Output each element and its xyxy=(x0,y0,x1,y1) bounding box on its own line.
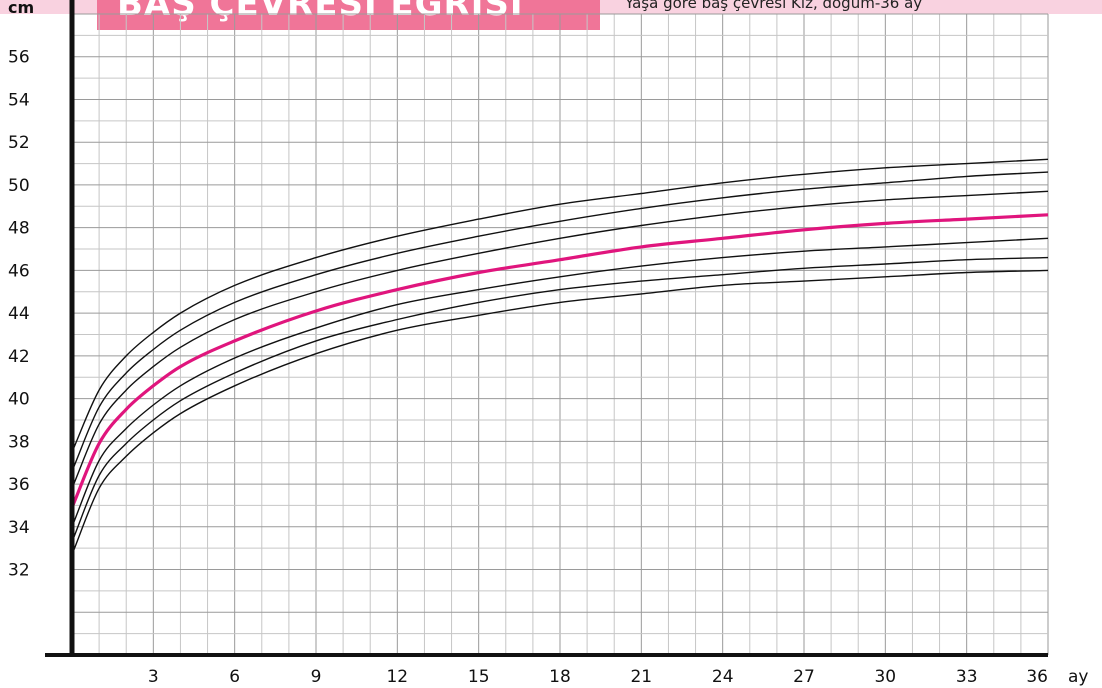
y-axis-label: cm xyxy=(8,0,35,17)
x-tick-label: 27 xyxy=(793,667,815,687)
y-tick-label: 48 xyxy=(8,219,30,239)
x-tick-label: 12 xyxy=(386,667,408,687)
series-line-4 xyxy=(70,213,1049,509)
series-line-6 xyxy=(71,171,1049,472)
x-tick-label: 18 xyxy=(549,667,571,687)
y-tick-label: 44 xyxy=(8,304,30,324)
x-tick-label: 15 xyxy=(468,667,490,687)
y-tick-label: 36 xyxy=(8,475,30,495)
y-tick-label: 54 xyxy=(8,91,30,111)
y-tick-label: 42 xyxy=(8,347,30,367)
chart-subtitle: Yaşa göre baş çevresi Kız, doğum-36 ay xyxy=(625,0,923,12)
x-tick-label: 30 xyxy=(874,667,896,687)
series-line-2 xyxy=(71,256,1049,543)
y-tick-label: 38 xyxy=(8,432,30,452)
x-tick-label: 21 xyxy=(630,667,652,687)
series-line-7 xyxy=(71,158,1049,453)
y-tick-label: 50 xyxy=(8,176,30,196)
x-axis-label: ay xyxy=(1068,667,1088,687)
x-tick-label: 24 xyxy=(712,667,734,687)
y-tick-label: 34 xyxy=(8,518,30,538)
y-tick-label: 46 xyxy=(8,261,30,281)
y-tick-label: 32 xyxy=(8,561,30,581)
axes xyxy=(45,0,1048,657)
x-tick-label: 9 xyxy=(311,667,322,687)
grid xyxy=(72,13,1049,655)
y-tick-label: 40 xyxy=(8,390,30,410)
x-tick-label: 33 xyxy=(956,667,978,687)
x-tick-label: 36 xyxy=(1026,667,1048,687)
x-tick-label: 3 xyxy=(148,667,159,687)
series-line-5 xyxy=(71,190,1049,489)
series-line-1 xyxy=(71,269,1049,555)
y-tick-label: 52 xyxy=(8,133,30,153)
series-group xyxy=(70,158,1049,555)
x-tick-labels: 3 6 9 12 15 18 21 24 27 30 33 36 xyxy=(148,667,1048,687)
x-tick-label: 6 xyxy=(229,667,240,687)
series-line-3 xyxy=(71,237,1049,528)
y-tick-label: 56 xyxy=(8,48,30,68)
y-tick-labels: 32 34 36 38 40 42 44 46 48 50 52 54 56 xyxy=(8,48,30,581)
